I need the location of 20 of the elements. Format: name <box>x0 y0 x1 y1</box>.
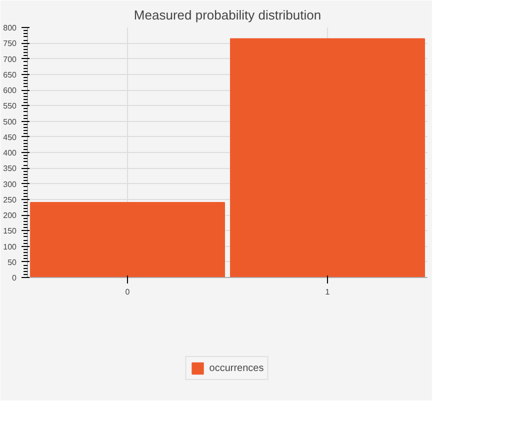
x-tick-label: 1 <box>325 288 330 296</box>
y-tick-label: 350 <box>3 164 18 174</box>
y-tick-label: 250 <box>3 195 18 204</box>
y-tick-label: 450 <box>3 132 18 142</box>
legend-label: occurrences <box>209 362 264 376</box>
y-tick-label: 550 <box>3 102 18 111</box>
y-tick-label: 650 <box>3 70 18 80</box>
y-tick-label: 50 <box>8 258 18 267</box>
y-tick-label: 700 <box>3 54 18 64</box>
y-tick-label: 500 <box>3 117 18 126</box>
y-tick-label: 150 <box>3 226 18 236</box>
y-tick-label: 600 <box>3 86 18 95</box>
y-tick-label: 750 <box>3 39 18 48</box>
y-tick-label: 0 <box>12 274 18 282</box>
y-tick-label: 800 <box>3 24 18 32</box>
y-tick-label: 400 <box>3 148 18 158</box>
y-tick-label: 200 <box>3 211 18 220</box>
y-tick-label: 100 <box>3 242 18 252</box>
y-tick-label: 300 <box>3 180 18 189</box>
chart-title: Measured probability distribution <box>134 8 322 22</box>
